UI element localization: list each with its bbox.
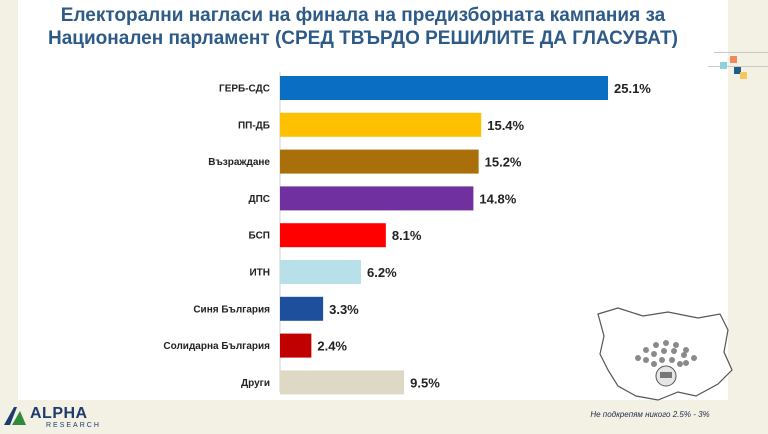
- deco-square: [734, 67, 741, 74]
- category-label: ПП-ДБ: [238, 120, 270, 131]
- bar: [280, 112, 482, 137]
- corner-decoration: [708, 48, 768, 84]
- category-label: Солидарна България: [163, 341, 270, 352]
- alpha-logo-icon: [4, 407, 26, 425]
- deco-square: [740, 72, 747, 79]
- value-label: 14.8%: [479, 191, 516, 206]
- bar: [280, 260, 362, 284]
- value-label: 2.4%: [317, 339, 347, 354]
- logo-subtitle: RESEARCH: [46, 422, 101, 429]
- category-label: Възраждане: [208, 157, 270, 168]
- category-label: БСП: [249, 231, 270, 242]
- bars-group: ГЕРБ-СДС 25.1% ПП-ДБ 15.4% Възраждане 15.2% ДП…: [163, 76, 651, 395]
- alpha-research-logo: ALPHA RESEARCH: [2, 403, 120, 431]
- value-label: 25.1%: [614, 81, 651, 96]
- category-label: ИТН: [249, 268, 270, 279]
- category-label: ДПС: [248, 194, 270, 205]
- footnote: Не подкрепям никого 2.5% - 3%: [590, 410, 710, 419]
- title-line-2: Национален парламент (СРЕД ТВЪРДО РЕШИЛИ…: [48, 28, 678, 49]
- bar: [280, 223, 386, 248]
- title-line-1: Електорални нагласи на финала на предизб…: [60, 5, 666, 26]
- bulgaria-map-icon: [597, 307, 733, 401]
- value-label: 8.1%: [392, 228, 422, 243]
- deco-line: [714, 52, 768, 53]
- value-label: 3.3%: [329, 302, 359, 317]
- bar: [280, 333, 312, 358]
- logo-name: ALPHA: [30, 405, 88, 422]
- bar: [280, 76, 608, 100]
- category-label: Други: [241, 378, 270, 389]
- category-label: Синя България: [193, 304, 270, 315]
- deco-square: [720, 62, 727, 69]
- value-label: 15.2%: [485, 155, 522, 170]
- bar: [280, 370, 405, 395]
- bar: [280, 186, 474, 211]
- bar: [280, 149, 479, 174]
- value-label: 15.4%: [487, 118, 524, 133]
- chart-title: Електорални нагласи на финала на предизб…: [18, 4, 708, 50]
- deco-square: [730, 56, 737, 63]
- category-label: ГЕРБ-СДС: [219, 84, 270, 95]
- deco-line: [708, 66, 768, 67]
- value-label: 6.2%: [367, 265, 397, 280]
- bar: [280, 296, 324, 321]
- value-label: 9.5%: [410, 375, 440, 390]
